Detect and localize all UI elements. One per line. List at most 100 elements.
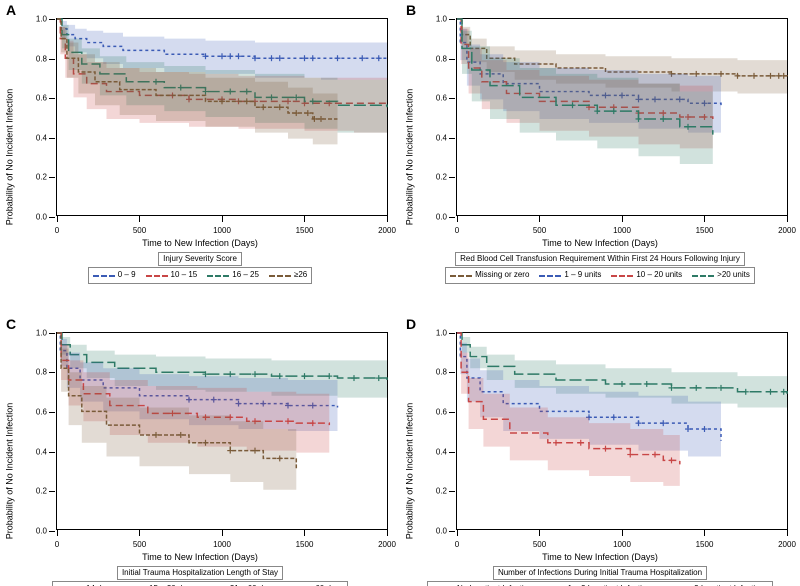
- x-tick-label: 500: [133, 226, 146, 235]
- y-tick-label: 0.4: [19, 447, 47, 456]
- x-tick-label: 2000: [778, 226, 796, 235]
- y-tick: [449, 59, 455, 60]
- legend-swatch: [146, 275, 168, 277]
- y-tick: [449, 98, 455, 99]
- y-tick-label: 0.0: [19, 526, 47, 535]
- legend-swatch: [450, 275, 472, 277]
- km-svg: [57, 19, 387, 215]
- legend-items: Missing or zero1 – 9 units10 – 20 units>…: [445, 267, 755, 283]
- x-axis-label: Time to New Infection (Days): [6, 238, 394, 248]
- legend-item: >20 units: [692, 270, 750, 280]
- y-tick: [49, 217, 55, 218]
- y-tick: [449, 531, 455, 532]
- legend-swatch: [207, 275, 229, 277]
- x-tick: [704, 530, 705, 536]
- y-axis-label: Probability of No Incident Infection: [2, 314, 16, 586]
- y-tick-label: 0.8: [419, 54, 447, 63]
- x-tick-label: 1000: [213, 540, 231, 549]
- y-tick: [449, 217, 455, 218]
- legend-label: 10 – 15: [171, 270, 198, 280]
- x-tick-label: 500: [533, 540, 546, 549]
- legend-label: 16 – 25: [232, 270, 259, 280]
- y-tick-label: 0.2: [419, 173, 447, 182]
- legend-title: Injury Severity Score: [158, 252, 242, 266]
- legend-item: 1 – 9 units: [539, 270, 601, 280]
- y-tick-label: 0.2: [419, 487, 447, 496]
- y-tick-label: 0.4: [419, 133, 447, 142]
- x-tick: [457, 216, 458, 222]
- x-tick-label: 0: [55, 226, 59, 235]
- y-tick-label: 0.0: [419, 213, 447, 222]
- legend: Initial Trauma Hospitalization Length of…: [6, 566, 394, 586]
- panel-c: CProbability of No Incident Infection0.0…: [0, 314, 400, 586]
- x-tick: [622, 530, 623, 536]
- x-tick-label: 0: [55, 540, 59, 549]
- plot-area: 0.00.20.40.60.81.00500100015002000: [56, 18, 388, 216]
- legend: Injury Severity Score0 – 910 – 1516 – 25…: [6, 252, 394, 284]
- legend-item: 10 – 15: [146, 270, 198, 280]
- x-tick: [787, 216, 788, 222]
- y-tick: [49, 98, 55, 99]
- legend-swatch: [539, 275, 561, 277]
- x-tick: [139, 216, 140, 222]
- y-tick-label: 0.6: [419, 94, 447, 103]
- y-tick-label: 1.0: [19, 15, 47, 24]
- x-tick: [57, 530, 58, 536]
- legend-swatch: [269, 275, 291, 277]
- x-tick: [57, 216, 58, 222]
- x-axis-label: Time to New Infection (Days): [406, 238, 794, 248]
- y-tick: [449, 491, 455, 492]
- x-tick: [457, 530, 458, 536]
- x-axis-label: Time to New Infection (Days): [6, 552, 394, 562]
- y-tick-label: 1.0: [419, 15, 447, 24]
- x-tick: [139, 530, 140, 536]
- y-tick: [449, 452, 455, 453]
- y-tick: [49, 531, 55, 532]
- y-tick: [449, 19, 455, 20]
- x-tick: [539, 216, 540, 222]
- y-tick: [49, 19, 55, 20]
- legend-label: Missing or zero: [475, 270, 529, 280]
- y-tick-label: 0.6: [419, 407, 447, 416]
- y-tick: [49, 138, 55, 139]
- x-tick: [387, 216, 388, 222]
- x-tick: [787, 530, 788, 536]
- y-tick-label: 0.8: [19, 368, 47, 377]
- plot-area: 0.00.20.40.60.81.00500100015002000: [456, 332, 788, 530]
- y-tick: [449, 138, 455, 139]
- y-tick: [49, 177, 55, 178]
- y-tick: [49, 59, 55, 60]
- legend-title: Number of Infections During Initial Trau…: [493, 566, 707, 580]
- y-tick: [49, 491, 55, 492]
- y-tick: [449, 412, 455, 413]
- x-tick-label: 1000: [613, 540, 631, 549]
- y-tick-label: 0.8: [19, 54, 47, 63]
- legend-label: >20 units: [717, 270, 750, 280]
- x-tick-label: 1500: [296, 540, 314, 549]
- x-tick-label: 1500: [696, 226, 714, 235]
- x-tick-label: 1000: [213, 226, 231, 235]
- legend-swatch: [611, 275, 633, 277]
- x-tick-label: 2000: [378, 226, 396, 235]
- y-tick-label: 0.6: [19, 407, 47, 416]
- x-tick: [304, 216, 305, 222]
- y-tick-label: 1.0: [19, 328, 47, 337]
- x-tick-label: 2000: [378, 540, 396, 549]
- y-tick-label: 0.0: [19, 213, 47, 222]
- x-tick-label: 500: [133, 540, 146, 549]
- x-tick: [222, 216, 223, 222]
- panel-a: AProbability of No Incident Infection0.0…: [0, 0, 400, 314]
- plot-area: 0.00.20.40.60.81.00500100015002000: [56, 332, 388, 530]
- x-tick-label: 0: [455, 226, 459, 235]
- legend-item: ≥26: [269, 270, 307, 280]
- chart-grid: AProbability of No Incident Infection0.0…: [0, 0, 800, 586]
- y-tick: [449, 333, 455, 334]
- legend-label: 1 – 9 units: [564, 270, 601, 280]
- legend-label: ≥26: [294, 270, 307, 280]
- legend-item: Missing or zero: [450, 270, 529, 280]
- legend-items: No Inpatient Infection1 – 2 Inpatient In…: [427, 581, 773, 586]
- y-axis-label: Probability of No Incident Infection: [402, 0, 416, 314]
- x-tick-label: 1500: [696, 540, 714, 549]
- x-tick-label: 500: [533, 226, 546, 235]
- km-svg: [457, 333, 787, 529]
